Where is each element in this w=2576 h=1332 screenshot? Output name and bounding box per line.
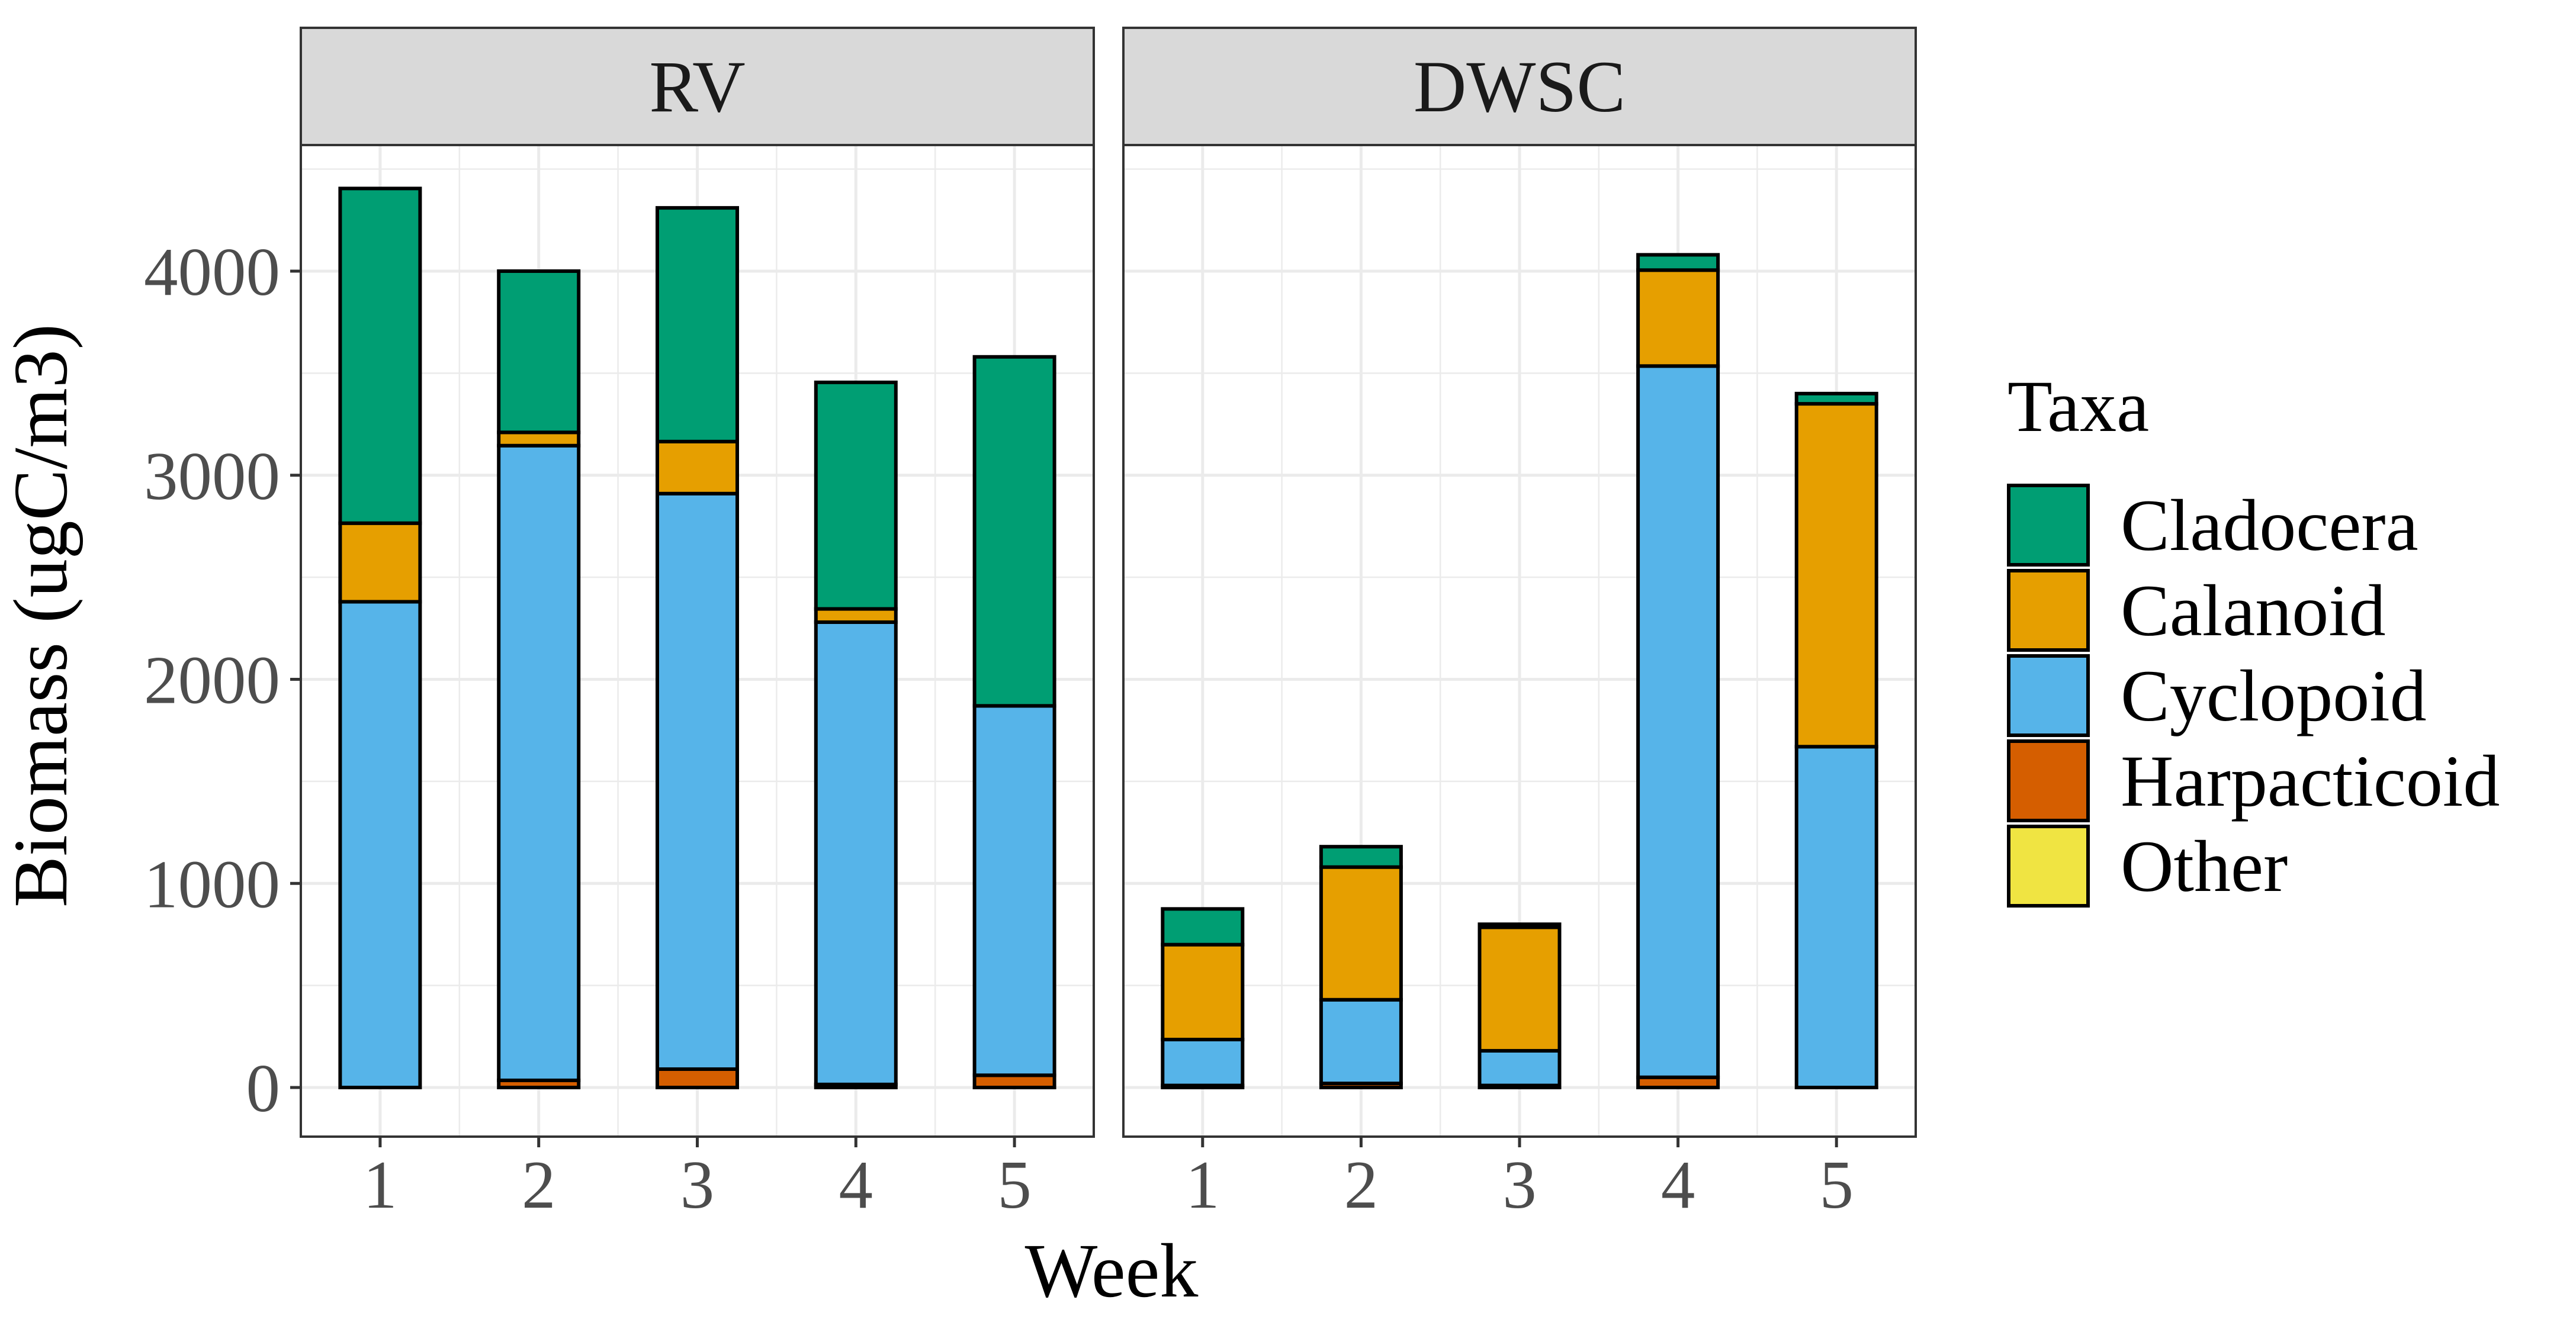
bar-segment-cyclopoid xyxy=(656,491,739,1071)
bar-segment-calanoid xyxy=(1319,865,1403,1002)
legend: Taxa CladoceraCalanoidCyclopoidHarpactic… xyxy=(2007,366,2500,908)
x-tick-label: 5 xyxy=(1819,1147,1854,1222)
x-tick-label: 2 xyxy=(1344,1147,1379,1222)
panels: RV 1 2 3 4 5 DWSC 1 2 3 4 5 0 1000 2000 3000 4000 xyxy=(144,27,1917,1222)
x-tick-label: 3 xyxy=(1502,1147,1537,1222)
bar-segment-harpacticoid xyxy=(972,1073,1056,1089)
bar-segment-cyclopoid xyxy=(497,443,581,1082)
bar-segment-calanoid xyxy=(497,430,581,448)
bar-segment-cladocera xyxy=(1161,907,1245,947)
bar-segment-cyclopoid xyxy=(972,704,1056,1077)
bar-segment-cladocera xyxy=(1794,391,1878,406)
y-tick-label: 0 xyxy=(246,1051,281,1126)
bar-segment-cladocera xyxy=(497,269,581,435)
bar-segment-calanoid xyxy=(1161,942,1245,1041)
bar-segment-cladocera xyxy=(1636,253,1720,272)
y-tick-label: 2000 xyxy=(144,643,280,718)
y-axis: 0 1000 2000 3000 4000 xyxy=(144,234,301,1126)
y-tick-label: 1000 xyxy=(144,847,280,922)
panel-dwsc: DWSC 1 2 3 4 5 xyxy=(1122,27,1917,1222)
x-tick-label: 5 xyxy=(997,1147,1032,1222)
legend-label-calanoid: Calanoid xyxy=(2121,570,2386,651)
legend-key-other xyxy=(2007,825,2090,908)
facet-strip xyxy=(1122,27,1917,146)
facet-strip xyxy=(300,27,1095,146)
bar-segment-calanoid xyxy=(1477,925,1562,1053)
legend-label-harpacticoid: Harpacticoid xyxy=(2121,741,2500,822)
legend-key-calanoid xyxy=(2007,569,2090,652)
bar-segment-calanoid xyxy=(1636,268,1720,368)
x-tick-label: 4 xyxy=(839,1147,873,1222)
bar-segment-cyclopoid xyxy=(1794,745,1878,1089)
legend-key-cyclopoid xyxy=(2007,654,2090,737)
bar-segment-calanoid xyxy=(656,439,739,496)
x-axis-title: Week xyxy=(1025,1228,1199,1314)
facet-label: RV xyxy=(649,46,745,127)
bar-segment-cladocera xyxy=(1319,845,1403,869)
x-tick-label: 4 xyxy=(1661,1147,1695,1222)
bar-segment-cyclopoid xyxy=(814,620,898,1086)
legend-label-cladocera: Cladocera xyxy=(2121,485,2418,566)
bar-segment-cladocera xyxy=(656,206,739,443)
bar-segment-cyclopoid xyxy=(1319,998,1403,1086)
panel-rv: RV 1 2 3 4 5 xyxy=(300,27,1095,1222)
bar-segment-cyclopoid xyxy=(338,600,422,1089)
bar-segment-calanoid xyxy=(1794,402,1878,749)
y-tick-label: 3000 xyxy=(144,439,280,514)
facet-label: DWSC xyxy=(1414,46,1626,127)
x-tick-label: 3 xyxy=(680,1147,715,1222)
bar-segment-cyclopoid xyxy=(1636,364,1720,1079)
bar-segment-cladocera xyxy=(1477,922,1562,929)
y-tick-label: 4000 xyxy=(144,234,280,310)
bar-segment-cladocera xyxy=(814,380,898,611)
bar-segment-cladocera xyxy=(338,186,422,525)
x-tick-label: 2 xyxy=(522,1147,556,1222)
bar-segment-harpacticoid xyxy=(656,1067,739,1090)
legend-label-cyclopoid: Cyclopoid xyxy=(2121,655,2427,736)
bar-segment-calanoid xyxy=(338,521,422,604)
bar-segment-calanoid xyxy=(814,607,898,624)
legend-key-cladocera xyxy=(2007,484,2090,567)
bar-segment-cyclopoid xyxy=(1477,1048,1562,1088)
x-tick-label: 1 xyxy=(1186,1147,1220,1222)
legend-key-harpacticoid xyxy=(2007,739,2090,822)
x-tick-label: 1 xyxy=(363,1147,397,1222)
bar-segment-cyclopoid xyxy=(1161,1037,1245,1088)
legend-label-other: Other xyxy=(2121,826,2288,907)
legend-title: Taxa xyxy=(2008,366,2149,447)
y-axis-title: Biomass (ugC/m3) xyxy=(0,324,83,908)
bar-segment-cladocera xyxy=(972,355,1056,708)
